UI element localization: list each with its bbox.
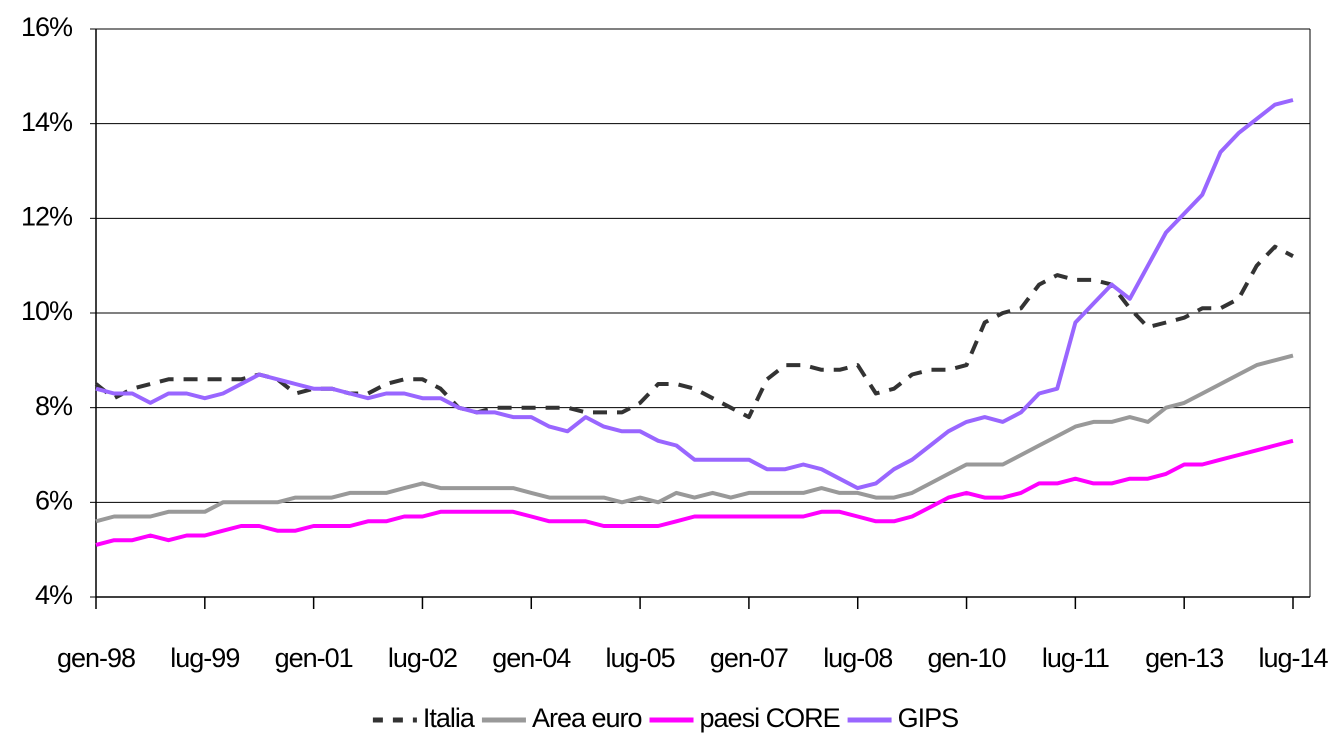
x-tick-label: lug-14 [1258, 643, 1328, 673]
y-tick-label: 4% [35, 580, 73, 610]
x-tick-label: lug-11 [1042, 643, 1109, 673]
series-line [94, 244, 1294, 420]
y-tick-label: 12% [21, 201, 73, 231]
y-tick-label: 14% [21, 107, 73, 137]
series-line [95, 438, 1294, 547]
x-tick-label: gen-10 [928, 643, 1006, 673]
x-tick-label: gen-13 [1145, 643, 1223, 673]
x-tick-label: gen-98 [57, 643, 135, 673]
x-tick-label: lug-99 [170, 643, 239, 673]
legend-label: GIPS [898, 703, 959, 733]
y-tick-label: 10% [21, 296, 73, 326]
x-tick-label: gen-07 [710, 643, 788, 673]
y-tick-label: 8% [35, 391, 73, 421]
x-tick-label: lug-02 [388, 643, 457, 673]
x-tick-label: gen-04 [492, 643, 571, 673]
y-tick-label: 16% [21, 12, 73, 42]
legend-label: Italia [423, 703, 476, 733]
legend-label: paesi CORE [700, 703, 840, 733]
series-line [95, 353, 1294, 524]
series-line [95, 98, 1294, 491]
legend-label: Area euro [532, 703, 642, 733]
x-tick-label: lug-05 [606, 643, 675, 673]
x-tick-label: lug-08 [823, 643, 892, 673]
y-tick-label: 6% [35, 485, 73, 515]
x-tick-label: gen-01 [275, 643, 353, 673]
